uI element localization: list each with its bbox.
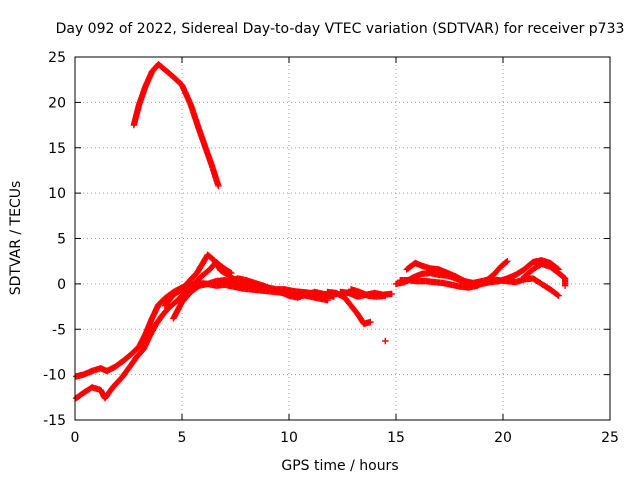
y-tick-label: 25 — [48, 50, 66, 66]
axis-ticks: 0 5 10 15 20 25 -15 -10 -5 0 5 10 15 20 25 — [43, 50, 619, 446]
x-tick-label: 15 — [387, 430, 405, 446]
x-tick-label: 25 — [601, 430, 619, 446]
x-tick-label: 10 — [280, 430, 298, 446]
x-tick-label: 0 — [71, 430, 80, 446]
series-arc-lower-2 — [72, 258, 235, 402]
y-tick-label: 15 — [48, 141, 66, 157]
x-tick-label: 5 — [178, 430, 187, 446]
grid-lines — [75, 57, 610, 420]
series-arc-evening-4 — [521, 260, 569, 289]
series-arc-13h-3 — [347, 286, 389, 300]
plot-frame — [74, 56, 611, 421]
series-isolated — [382, 337, 389, 345]
y-tick-label: -15 — [43, 413, 66, 429]
chart-title: Day 092 of 2022, Sidereal Day-to-day VTE… — [56, 21, 625, 37]
x-tick-label: 20 — [494, 430, 512, 446]
x-axis-label: GPS time / hours — [281, 458, 398, 474]
data-points — [72, 61, 569, 402]
y-tick-label: 10 — [48, 186, 66, 202]
y-tick-label: 5 — [57, 232, 66, 248]
y-axis-label: SDTVAR / TECUs — [8, 181, 24, 296]
y-tick-label: 0 — [57, 277, 66, 293]
y-tick-label: 20 — [48, 95, 66, 111]
series-arc-mid-1 — [161, 251, 239, 309]
y-tick-label: -10 — [43, 368, 66, 384]
series-arc-evening-3 — [397, 258, 511, 291]
series-arc-peak — [130, 61, 222, 190]
y-tick-label: -5 — [52, 322, 66, 338]
series-arc-mid-3 — [217, 275, 335, 301]
